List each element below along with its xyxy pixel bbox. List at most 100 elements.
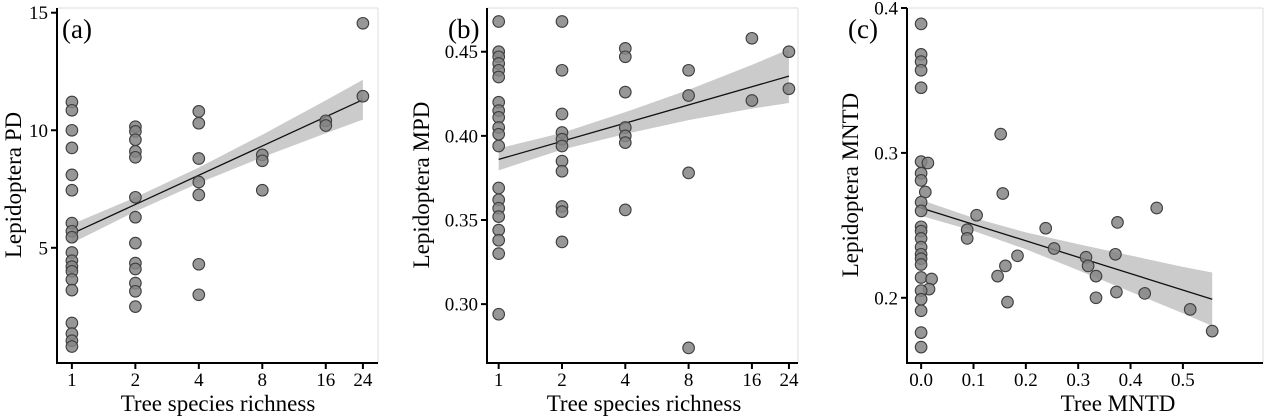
x-tick-label: 0.3 [1066,370,1090,391]
y-tick-label: 5 [39,238,49,259]
x-tick-label: 16 [742,370,761,391]
x-tick-label: 1 [67,370,77,391]
x-tick-label: 0.1 [962,370,986,391]
y-tick-label: 0.4 [874,0,898,20]
data-point [129,236,142,250]
data-point [129,190,142,204]
data-point [682,63,695,77]
panel-a-ylabel: Lepidoptera PD [1,112,26,258]
data-point [994,127,1008,141]
panel-c: 0.0 0.1 0.2 0.3 0.4 0.5 0.2 0.3 0.4 (c) Tree MNT… [838,0,1264,416]
y-tick-label: 10 [29,121,48,142]
data-point [192,257,206,271]
data-point [555,15,569,28]
data-point [492,127,506,141]
x-tick-label: 2 [131,370,141,391]
data-point [129,150,142,164]
data-point [255,183,269,197]
data-point [255,154,269,168]
data-point [996,187,1010,200]
y-tick-label: 0.35 [445,210,478,231]
data-point [192,188,206,202]
data-point [1205,324,1219,338]
regression-line [71,99,364,235]
panel-b-ylabel: Lepidoptera MPD [409,102,434,269]
data-point [492,233,506,247]
panel-b-dynamic: 1 2 4 8 16 240.300.350.400.45 [445,7,799,391]
data-point [970,208,983,222]
data-point [914,292,928,306]
data-point [192,288,206,302]
data-point [65,316,79,330]
data-point [1011,249,1024,263]
data-point [914,204,928,218]
data-point [1039,221,1053,235]
panel-c-tag: (c) [848,14,878,44]
data-point [682,166,695,180]
data-point [1111,216,1124,229]
x-tick-label: 4 [621,370,631,391]
data-point [682,341,695,355]
data-point [555,164,569,178]
data-point [555,63,569,77]
data-point [492,307,506,321]
data-point [618,203,632,217]
data-point [782,82,796,96]
data-point [914,271,928,284]
x-tick-label: 24 [353,370,373,391]
data-point [1089,291,1103,305]
data-point [65,340,79,353]
data-point [1001,295,1014,309]
data-point [991,269,1004,283]
data-point [618,50,632,64]
x-tick-label: 0.0 [909,370,933,391]
data-point [914,81,928,95]
y-tick-label: 0.2 [874,288,898,309]
panel-b: 1 2 4 8 16 240.300.350.400.45 (b) Tree specie… [409,7,799,416]
x-tick-label: 2 [557,370,567,391]
data-point [492,247,506,260]
data-point [1081,259,1095,273]
panel-a-tag: (a) [62,14,92,44]
data-point [1109,247,1122,261]
data-point [492,210,506,223]
x-tick-label: 8 [258,370,268,391]
data-point [129,133,142,147]
data-point [129,300,142,313]
data-point [921,156,935,170]
data-point [914,340,928,354]
data-point [65,283,79,297]
data-point [65,273,79,286]
data-point [914,326,928,339]
data-point [1183,303,1197,316]
data-point [555,139,569,153]
data-point [1047,242,1061,255]
data-point [492,181,506,195]
data-point [192,152,206,165]
panel-c-xlabel: Tree MNTD [1061,391,1176,416]
data-point [555,235,569,249]
data-point [192,105,206,118]
y-tick-label: 0.45 [445,42,478,63]
x-tick-label: 16 [316,370,335,391]
x-tick-label: 1 [494,370,504,391]
data-point [65,103,79,117]
data-point [65,183,79,197]
data-point [914,174,928,187]
y-tick-label: 15 [29,3,48,24]
data-point [914,17,928,31]
data-point [65,123,79,137]
data-point [618,136,632,149]
data-point [492,70,506,84]
data-point [356,89,370,103]
panel-b-tag: (b) [448,14,479,44]
panel-a-xlabel: Tree species richness [121,391,316,416]
data-point [999,259,1012,273]
data-point [1150,201,1164,215]
data-point [618,85,632,99]
data-point [319,119,333,132]
data-point [192,116,206,130]
